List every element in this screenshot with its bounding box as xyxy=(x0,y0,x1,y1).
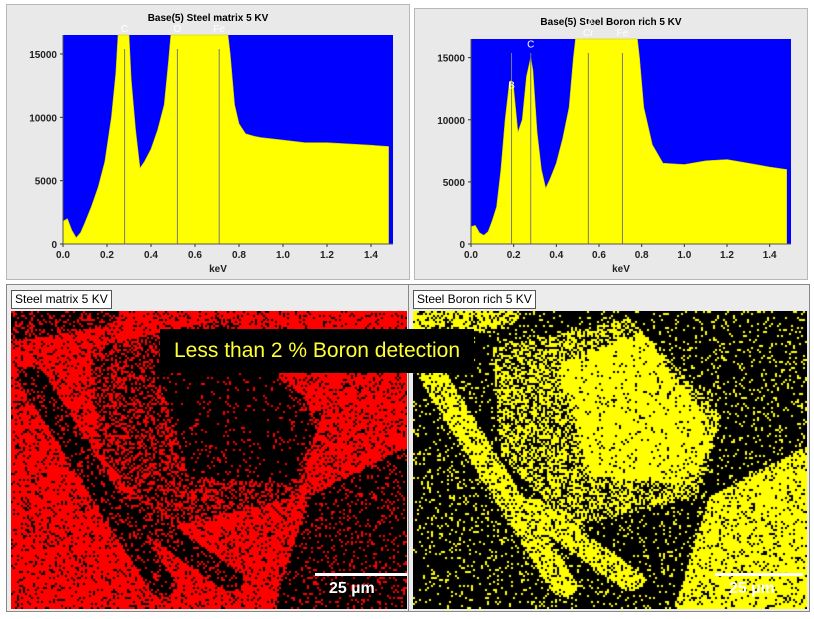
x-axis-label: keV xyxy=(612,264,630,275)
y-tick-label: 0 xyxy=(459,240,465,251)
map-label-steel-matrix: Steel matrix 5 KV xyxy=(11,290,112,309)
x-tick-label: 1.2 xyxy=(720,250,734,261)
peak-label-c: C xyxy=(121,24,128,35)
x-tick-label: 0.8 xyxy=(635,250,649,261)
callout-boron-detection: Less than 2 % Boron detection xyxy=(160,329,475,373)
spectrum-chart-steel-matrix: Base(5) Steel matrix 5 KV C O Fe 0.0 0.2 0.4 0.… xyxy=(29,13,393,275)
x-tick-label: 0.6 xyxy=(188,250,202,261)
x-tick-label: 0.8 xyxy=(232,250,246,261)
x-tick-label: 0.0 xyxy=(56,250,70,261)
y-tick-label: 0 xyxy=(51,240,57,251)
scale-bar-right xyxy=(715,573,803,576)
peak-label-o: O xyxy=(584,17,592,28)
peak-label-c: C xyxy=(527,40,534,51)
x-tick-label: 1.4 xyxy=(364,250,378,261)
y-tick-label: 15000 xyxy=(437,54,465,65)
x-tick-label: 1.0 xyxy=(276,250,290,261)
spectrum-area xyxy=(470,38,787,245)
x-tick-label: 0.6 xyxy=(592,250,606,261)
x-tick-label: 1.4 xyxy=(763,250,777,261)
peak-label-cr: Cr xyxy=(583,28,594,39)
scale-label-right: 25 µm xyxy=(729,580,775,597)
x-tick-label: 1.2 xyxy=(320,250,334,261)
x-tick-label: 0.2 xyxy=(100,250,114,261)
x-axis-label: keV xyxy=(209,264,227,275)
scale-label-left: 25 µm xyxy=(329,580,375,597)
peak-label-b: B xyxy=(508,81,515,92)
peak-label-fe: Fe xyxy=(213,24,225,35)
spectrum-panel-steel-matrix: Base(5) Steel matrix 5 KV C O Fe 0.0 0.2 0.4 0.… xyxy=(6,4,410,280)
chart-title: Base(5) Steel Boron rich 5 KV xyxy=(540,17,681,28)
x-tick-label: 0.4 xyxy=(144,250,158,261)
chart-title: Base(5) Steel matrix 5 KV xyxy=(148,13,269,24)
map-label-boron-rich: Steel Boron rich 5 KV xyxy=(413,290,536,309)
peak-label-o: O xyxy=(174,24,182,35)
y-tick-label: 5000 xyxy=(443,178,466,189)
peak-label-fe: Fe xyxy=(617,28,629,39)
y-tick-label: 10000 xyxy=(29,113,57,124)
y-tick-label: 10000 xyxy=(437,116,465,127)
spectrum-panel-boron-rich: Base(5) Steel Boron rich 5 KV B C O Cr Fe 0.0 0… xyxy=(414,8,808,280)
x-tick-label: 1.0 xyxy=(677,250,691,261)
x-tick-label: 0.2 xyxy=(507,250,521,261)
scale-bar-left xyxy=(315,573,407,576)
spectrum-area xyxy=(62,34,389,245)
y-tick-label: 5000 xyxy=(35,177,58,188)
x-tick-label: 0.0 xyxy=(464,250,478,261)
y-tick-label: 15000 xyxy=(29,50,57,61)
element-map-panel-boron-rich: Steel Boron rich 5 KV 25 µm xyxy=(408,284,810,612)
x-tick-label: 0.4 xyxy=(549,250,563,261)
element-map-boron-rich xyxy=(413,311,807,609)
